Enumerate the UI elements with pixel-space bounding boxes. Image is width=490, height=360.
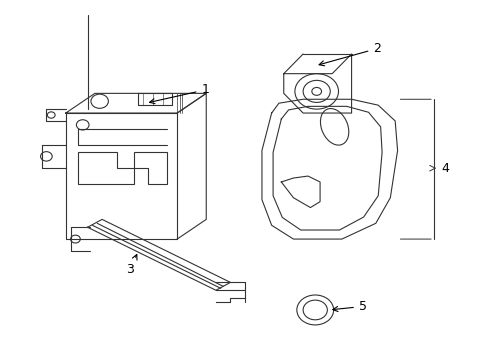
Text: 4: 4 — [441, 162, 449, 175]
Text: 2: 2 — [319, 42, 381, 66]
Text: 5: 5 — [333, 300, 367, 313]
Text: 1: 1 — [149, 84, 209, 104]
Text: 3: 3 — [126, 255, 137, 275]
